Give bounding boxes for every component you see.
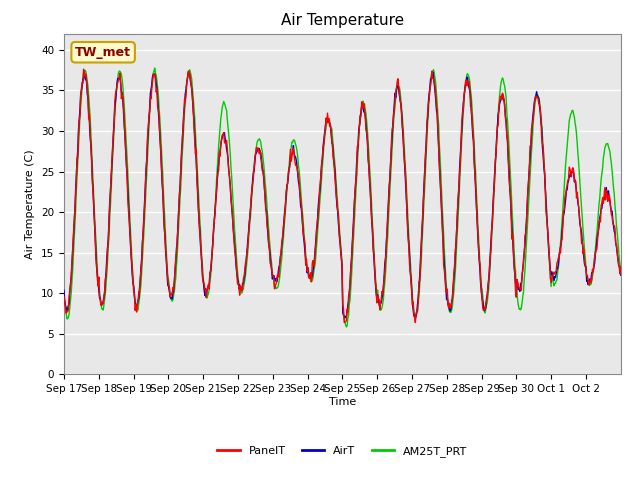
AM25T_PRT bbox=[151, 65, 159, 71]
AM25T_PRT bbox=[342, 324, 350, 330]
PanelT bbox=[277, 249, 285, 255]
AM25T_PRT bbox=[401, 160, 409, 166]
PanelT bbox=[228, 213, 236, 218]
Line: AirT: AirT bbox=[64, 72, 621, 318]
Line: AM25T_PRT: AM25T_PRT bbox=[64, 68, 621, 327]
PanelT bbox=[126, 231, 134, 237]
PanelT bbox=[412, 320, 419, 325]
AirT bbox=[125, 219, 133, 225]
Text: TW_met: TW_met bbox=[75, 46, 131, 59]
AirT bbox=[429, 69, 436, 75]
PanelT bbox=[80, 66, 88, 72]
AirT bbox=[617, 272, 625, 278]
Y-axis label: Air Temperature (C): Air Temperature (C) bbox=[26, 149, 35, 259]
Line: PanelT: PanelT bbox=[64, 69, 621, 323]
AM25T_PRT bbox=[617, 267, 625, 273]
AM25T_PRT bbox=[60, 290, 68, 296]
AirT bbox=[276, 253, 284, 259]
AirT bbox=[400, 146, 408, 152]
AirT bbox=[255, 146, 263, 152]
AirT bbox=[60, 288, 68, 293]
AirT bbox=[228, 205, 236, 211]
AirT bbox=[412, 315, 419, 321]
PanelT bbox=[60, 294, 68, 300]
PanelT bbox=[401, 158, 408, 164]
AM25T_PRT bbox=[433, 90, 440, 96]
PanelT bbox=[617, 264, 625, 270]
AM25T_PRT bbox=[277, 261, 285, 267]
AM25T_PRT bbox=[256, 137, 264, 143]
AirT bbox=[433, 107, 440, 113]
Legend: PanelT, AirT, AM25T_PRT: PanelT, AirT, AM25T_PRT bbox=[213, 441, 472, 461]
AM25T_PRT bbox=[125, 204, 133, 210]
X-axis label: Time: Time bbox=[329, 397, 356, 407]
AM25T_PRT bbox=[228, 188, 236, 193]
PanelT bbox=[433, 103, 440, 108]
Title: Air Temperature: Air Temperature bbox=[281, 13, 404, 28]
PanelT bbox=[256, 147, 264, 153]
